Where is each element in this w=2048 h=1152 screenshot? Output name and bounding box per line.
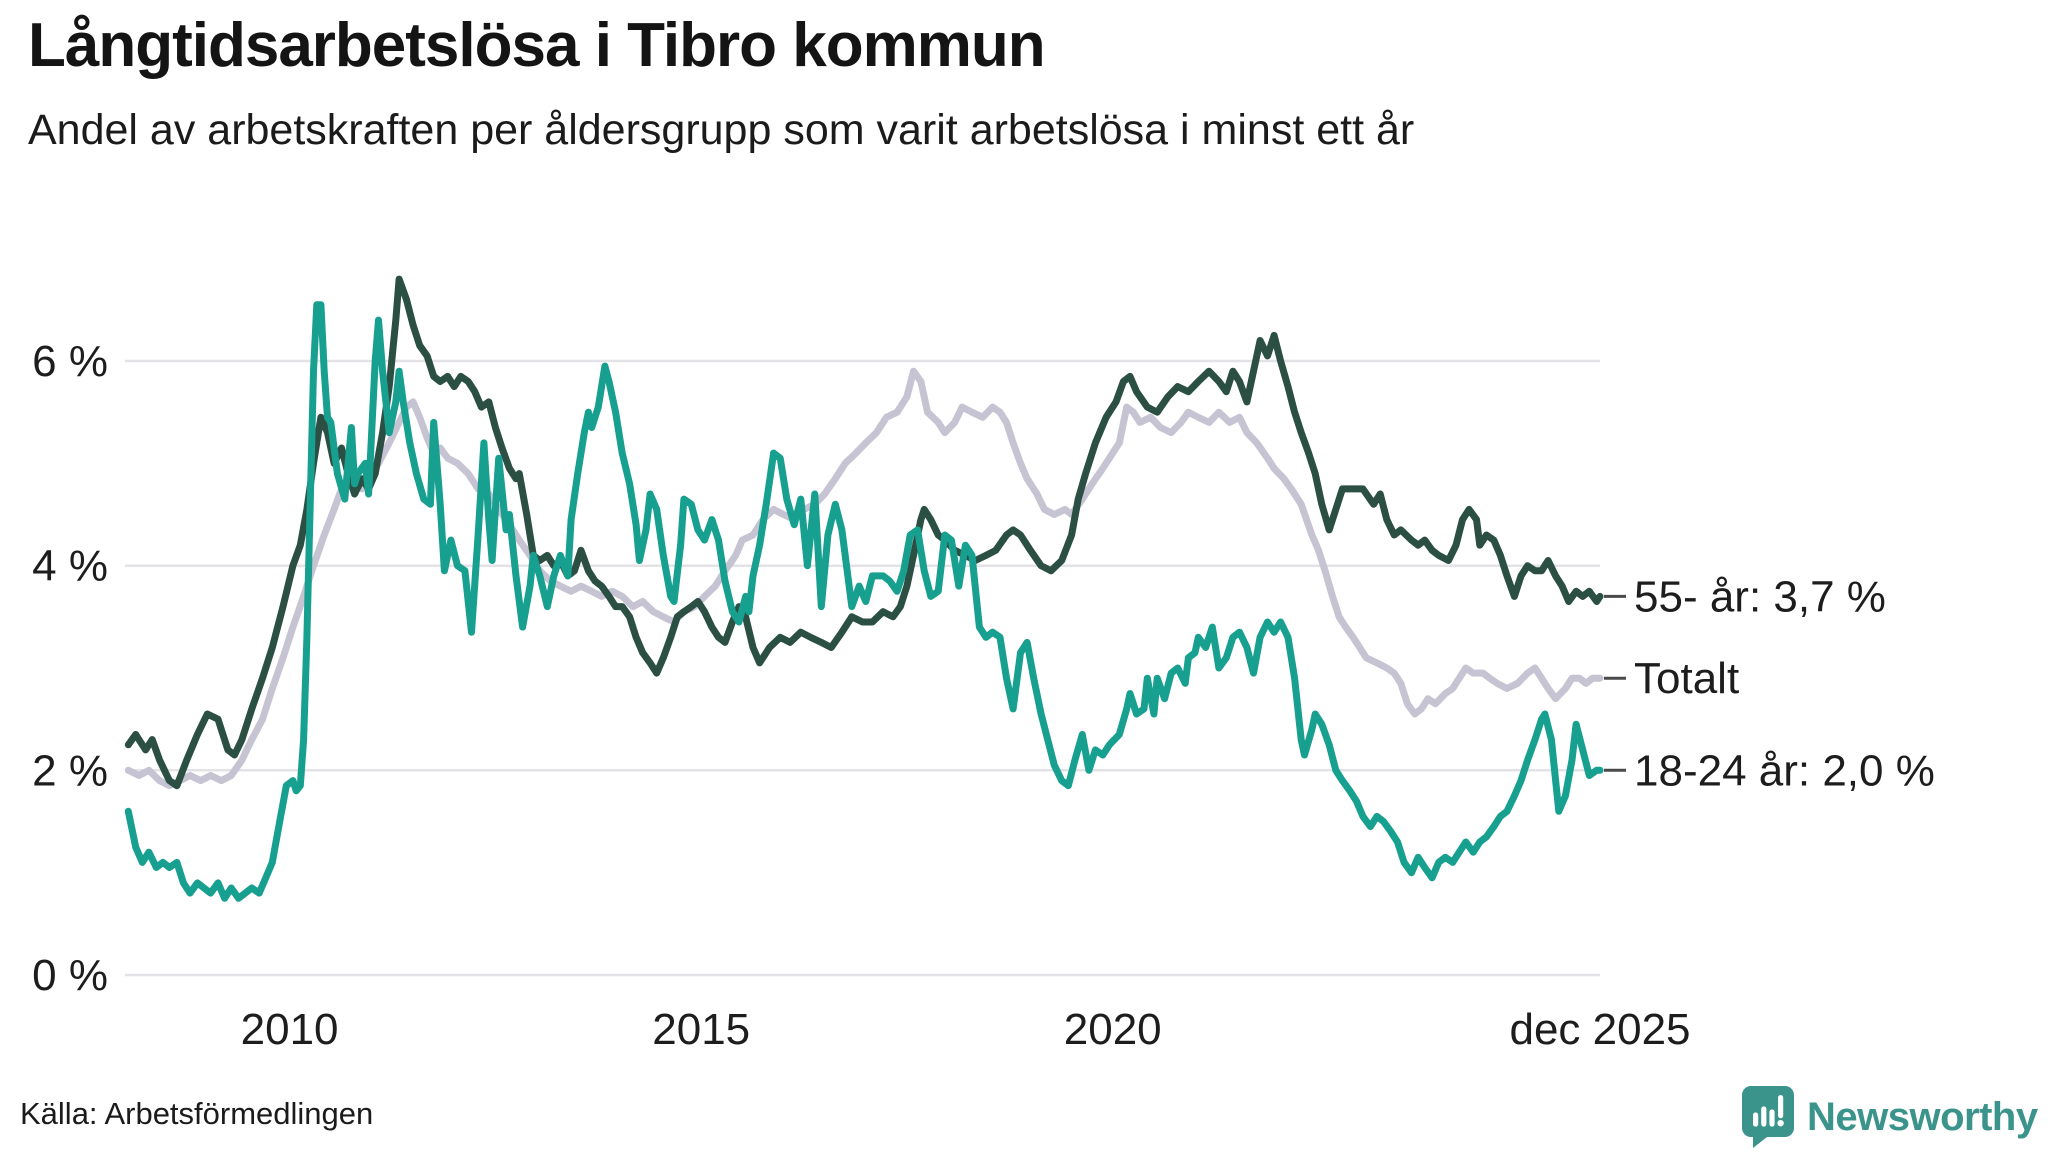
newsworthy-icon (1742, 1086, 1794, 1148)
chart-subtitle: Andel av arbetskraften per åldersgrupp s… (28, 106, 1415, 154)
newsworthy-logo: Newsworthy (1742, 1086, 2038, 1148)
y-tick-label: 2 % (32, 746, 108, 795)
exclamation-dot (1777, 1120, 1784, 1127)
source-note: Källa: Arbetsförmedlingen (20, 1096, 374, 1131)
series-line-18-24-ar (124, 301, 1604, 902)
y-tick-label: 6 % (32, 337, 108, 386)
speech-bubble-shape (1742, 1086, 1794, 1148)
series-line-totalt (124, 367, 1604, 790)
x-tick-label: 2015 (652, 1005, 750, 1054)
y-tick-label: 0 % (32, 951, 108, 1000)
series-end-label-55-ar: 55- år: 3,7 % (1634, 572, 1886, 621)
newsworthy-wordmark: Newsworthy (1807, 1094, 2038, 1139)
x-tick-label: 2020 (1064, 1005, 1162, 1054)
series-line-55-ar (124, 275, 1604, 790)
series-end-label-18-24-ar: 18-24 år: 2,0 % (1634, 746, 1935, 795)
x-tick-label: dec 2025 (1509, 1005, 1690, 1054)
page-title: Långtidsarbetslösa i Tibro kommun (28, 11, 1046, 80)
x-tick-label: 2010 (241, 1005, 339, 1054)
series-end-label-totalt: Totalt (1634, 654, 1739, 703)
y-tick-label: 4 % (32, 542, 108, 591)
